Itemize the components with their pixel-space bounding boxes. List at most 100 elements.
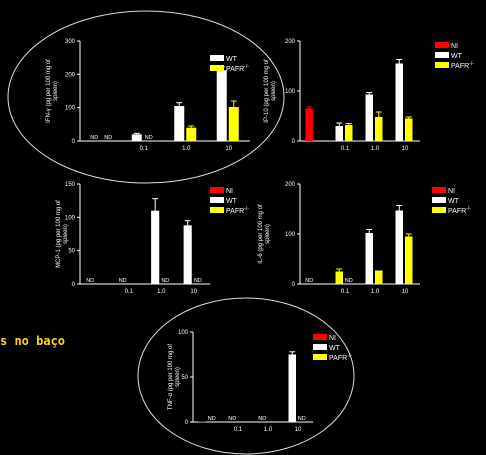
legend-label-superscript: -/- bbox=[244, 64, 249, 70]
nd-label: ND bbox=[104, 135, 112, 141]
bar-pafr bbox=[228, 107, 239, 141]
legend-swatch-pafr bbox=[210, 65, 224, 71]
legend-label: WT bbox=[329, 345, 341, 352]
legend-swatch-wt bbox=[435, 52, 449, 58]
y-tick-label: 0 bbox=[72, 139, 76, 145]
chart-panel-1: 0 100 200 300 IFN-γ (pg per 100 mg ofspleen)… bbox=[46, 39, 250, 152]
y-tick-label: 0 bbox=[292, 139, 296, 145]
legend-label: WT bbox=[226, 198, 238, 205]
y-axis-label-line: spleen) bbox=[265, 224, 271, 244]
y-tick-label: 50 bbox=[68, 249, 75, 255]
y-axis-label-line: TNF-α (pg per 100 mg of bbox=[168, 344, 174, 410]
chart-panel-2: 0 100 200 IP-10 (pg per 100 mg ofspleen) 0.1… bbox=[264, 39, 474, 152]
y-tick-label: 300 bbox=[65, 39, 76, 45]
bar-wt bbox=[288, 354, 296, 422]
bar-wt bbox=[395, 63, 403, 141]
y-tick-label: 100 bbox=[65, 215, 76, 221]
legend-swatch-pafr bbox=[210, 207, 224, 213]
bar-wt bbox=[174, 106, 185, 141]
legend-label: PAFR-/- bbox=[226, 64, 249, 73]
nd-label: ND bbox=[208, 416, 216, 422]
bar-pafr bbox=[335, 271, 343, 284]
legend-label-base: PAFR bbox=[451, 63, 469, 70]
bar-pafr bbox=[186, 127, 197, 141]
legend-swatch-wt bbox=[210, 55, 224, 61]
y-axis-label-line: IFN-γ (pg per 100 mg of bbox=[46, 59, 52, 123]
nd-label: ND bbox=[194, 278, 202, 284]
y-axis-label-line: spleen) bbox=[53, 81, 59, 101]
x-tick-label: 0.1 bbox=[341, 289, 350, 295]
y-tick-label: 150 bbox=[65, 182, 76, 188]
legend-label: PAFR-/- bbox=[226, 206, 249, 215]
legend-swatch-wt bbox=[432, 197, 446, 203]
bar-ni bbox=[198, 421, 206, 423]
y-axis-label-line: IP-10 (pg per 100 mg of bbox=[264, 59, 270, 123]
bar-wt bbox=[335, 126, 343, 141]
legend-swatch-pafr bbox=[432, 207, 446, 213]
legend-label: NI bbox=[451, 43, 458, 50]
x-tick-label: 1.0 bbox=[371, 289, 380, 295]
chart-panel-4: 0 100 200 IL-6 (pg per 100 mg ofspleen) ND 0.… bbox=[258, 182, 471, 295]
bar-wt bbox=[131, 134, 142, 141]
legend-label-base: PAFR bbox=[226, 66, 244, 73]
y-axis-label-line: spleen) bbox=[175, 367, 181, 387]
y-axis-label-line: spleen) bbox=[271, 81, 277, 101]
bar-ni bbox=[305, 108, 313, 141]
y-tick-label: 0 bbox=[185, 420, 189, 426]
bar-pafr bbox=[375, 270, 383, 284]
bar-wt bbox=[216, 70, 227, 141]
y-tick-label: 200 bbox=[65, 72, 76, 78]
x-tick-label: 0.1 bbox=[234, 427, 243, 433]
nd-label: ND bbox=[228, 416, 236, 422]
legend-label: NI bbox=[448, 188, 455, 195]
y-axis-label: IL-6 (pg per 100 mg ofspleen) bbox=[258, 204, 271, 264]
y-tick-label: 100 bbox=[285, 89, 296, 95]
bar-wt bbox=[365, 94, 373, 141]
legend-swatch-ni bbox=[210, 187, 224, 193]
nd-label: ND bbox=[86, 278, 94, 284]
x-tick-label: 0.1 bbox=[341, 146, 350, 152]
y-tick-label: 0 bbox=[72, 282, 76, 288]
y-axis-label-line: spleen) bbox=[63, 224, 69, 244]
bar-wt bbox=[151, 210, 160, 284]
x-tick-label: 1.0 bbox=[182, 146, 191, 152]
x-tick-label: 0.1 bbox=[125, 289, 134, 295]
legend-label-base: PAFR bbox=[448, 208, 466, 215]
chart-panel-5: 0 50 100 TNF-α (pg per 100 mg ofspleen) ND 0.… bbox=[168, 330, 352, 433]
nd-label: ND bbox=[258, 416, 266, 422]
nd-label: ND bbox=[90, 135, 98, 141]
legend-label: PAFR-/- bbox=[329, 353, 352, 362]
x-tick-label: 1.0 bbox=[371, 146, 380, 152]
y-axis-label-line: MCP-1 (pg per 100 mg of bbox=[56, 200, 62, 268]
nd-label: ND bbox=[161, 278, 169, 284]
legend-label: NI bbox=[226, 188, 233, 195]
legend-swatch-pafr bbox=[313, 354, 327, 360]
x-tick-label: 1.0 bbox=[157, 289, 166, 295]
legend-label: PAFR-/- bbox=[448, 206, 471, 215]
chart-panel-3: 0 50 100 150 MCP-1 (pg per 100 mg ofspleen) N… bbox=[56, 182, 249, 295]
bar-pafr bbox=[345, 125, 353, 141]
bar-pafr bbox=[405, 118, 413, 141]
legend-label: PAFR-/- bbox=[451, 61, 474, 70]
x-tick-label: 0.1 bbox=[140, 146, 149, 152]
y-axis-label: IP-10 (pg per 100 mg ofspleen) bbox=[264, 59, 277, 123]
legend-swatch-ni bbox=[313, 334, 327, 340]
nd-label: ND bbox=[298, 416, 306, 422]
legend-swatch-ni bbox=[435, 42, 449, 48]
legend-label: WT bbox=[451, 53, 463, 60]
nd-label: ND bbox=[345, 278, 353, 284]
legend-label-superscript: -/- bbox=[466, 206, 471, 212]
x-tick-label: 10 bbox=[295, 427, 302, 433]
highlight-circle-ifn bbox=[7, 10, 285, 184]
nd-label: ND bbox=[119, 278, 127, 284]
y-tick-label: 200 bbox=[285, 39, 296, 45]
legend-swatch-ni bbox=[432, 187, 446, 193]
y-tick-label: 200 bbox=[285, 182, 296, 188]
bar-wt bbox=[365, 233, 373, 284]
legend-label-superscript: -/- bbox=[347, 353, 352, 359]
bar-pafr bbox=[405, 236, 413, 284]
caption: s no baço bbox=[0, 334, 65, 348]
legend-label: WT bbox=[226, 56, 238, 63]
bar-wt bbox=[395, 210, 403, 284]
